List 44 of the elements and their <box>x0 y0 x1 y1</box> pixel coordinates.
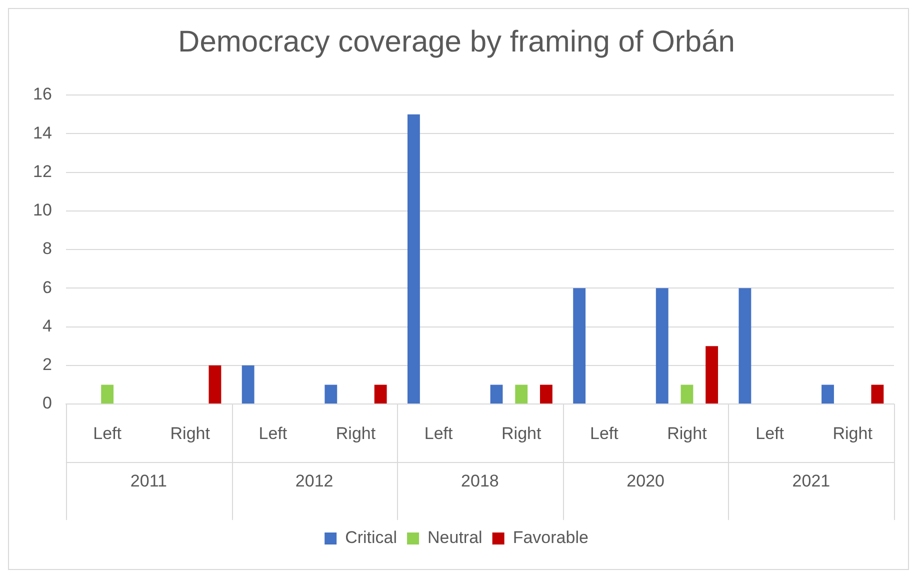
bar <box>871 384 884 404</box>
text: 2020 <box>626 472 664 491</box>
y-tick-label: 4 <box>42 316 52 336</box>
bar <box>515 384 528 404</box>
bar <box>822 384 834 404</box>
bar <box>680 384 694 404</box>
bar <box>374 384 387 404</box>
bar <box>706 346 718 404</box>
bar <box>490 384 503 404</box>
y-tick-label: 2 <box>42 355 52 374</box>
bar <box>101 384 114 404</box>
text: 2021 <box>792 472 830 491</box>
y-tick-label: 0 <box>42 394 52 413</box>
x-tick-label: Left <box>424 424 454 443</box>
text: 2011 <box>130 472 167 491</box>
x-tick-label: Right <box>502 424 542 443</box>
legend-label: Neutral <box>428 528 482 548</box>
y-tick-label: 6 <box>42 278 52 297</box>
x-tick-label: Left <box>756 424 784 443</box>
x-tick-label: Left <box>93 424 122 443</box>
y-tick-label: 10 <box>32 200 52 220</box>
x-tick-label: Right <box>336 424 376 443</box>
x-tick-label: Right <box>667 424 708 443</box>
y-tick-label: 8 <box>42 239 52 258</box>
x-tick-label: Right <box>170 424 210 443</box>
y-tick-label: 14 <box>32 123 52 142</box>
bar <box>738 288 752 404</box>
text: 2018 <box>461 472 499 491</box>
bar <box>242 365 254 404</box>
text: 2012 <box>295 472 334 491</box>
x-tick-label: Left <box>258 424 288 443</box>
bar <box>324 384 338 404</box>
x-tick-label: Left <box>590 424 619 443</box>
legend-label: Favorable <box>512 528 588 548</box>
bar <box>208 365 222 404</box>
bar <box>540 384 552 404</box>
y-tick-label: 16 <box>32 84 52 104</box>
chart-title: Democracy coverage by framing of Orbán <box>178 25 735 58</box>
legend-label: Critical <box>345 528 398 548</box>
bar <box>407 114 420 404</box>
bar <box>656 288 668 404</box>
bar <box>573 288 586 404</box>
y-tick-label: 12 <box>32 162 52 181</box>
x-tick-label: Right <box>832 424 873 443</box>
